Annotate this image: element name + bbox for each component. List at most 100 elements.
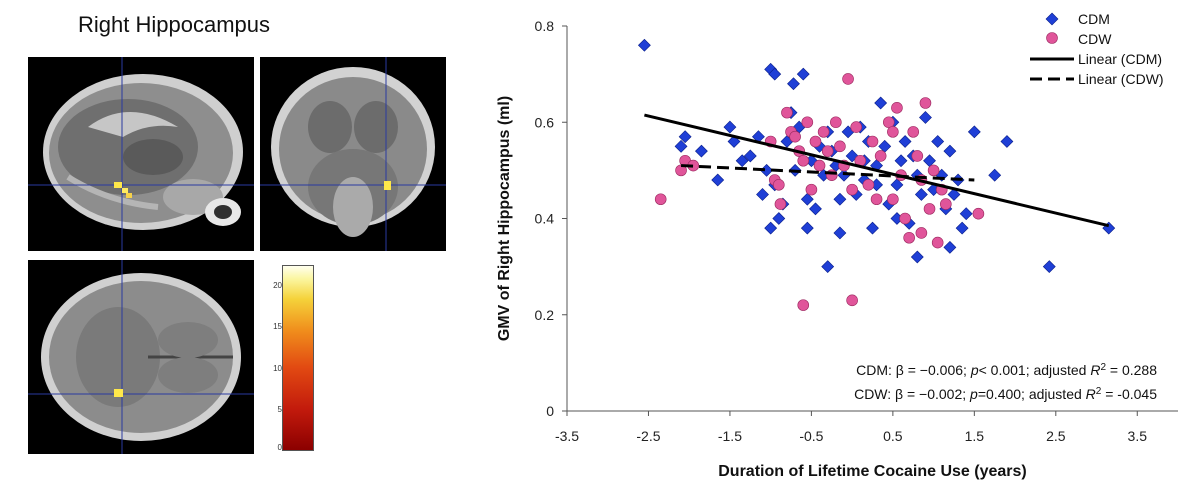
cdm-point — [772, 212, 786, 225]
cdm-point — [637, 38, 651, 52]
cdw-point — [919, 97, 932, 109]
cdm-point — [833, 226, 847, 240]
cdw-point — [874, 150, 887, 162]
cdm-point — [955, 221, 969, 235]
cdm-point — [874, 96, 888, 110]
cdm-point — [866, 221, 879, 235]
cdw-point — [927, 164, 940, 177]
cdw-point — [797, 299, 810, 311]
cdm-point — [796, 67, 810, 81]
cdm-point — [694, 144, 708, 158]
scatter-chart: 0 0.2 0.4 0.6 0.8 -3.5 -2.5 -1.5 -0.5 0.5 1.5 2.5 3.… — [496, 11, 1178, 480]
cdm-point — [723, 120, 737, 134]
cdm-point — [988, 168, 1002, 182]
x-tick-label: 1.5 — [965, 428, 985, 444]
x-axis-label: Duration of Lifetime Cocaine Use (years) — [718, 463, 1027, 480]
legend-cdm-fit-label: Linear (CDM) — [1078, 51, 1162, 67]
y-tick-label: 0.8 — [535, 18, 555, 34]
cdw-point — [846, 183, 858, 196]
cdw-point — [866, 135, 879, 148]
cdw-point — [773, 179, 785, 191]
cdm-point — [711, 173, 725, 187]
cdm-point — [800, 192, 814, 206]
legend-cdw-fit-label: Linear (CDW) — [1078, 71, 1164, 87]
cdw-point — [809, 135, 822, 148]
cdm-point — [1042, 260, 1056, 274]
colorbar-tick-label: 20 — [273, 281, 282, 290]
cdw-point — [972, 207, 985, 220]
cdw-point — [862, 179, 875, 191]
cdm-point — [809, 202, 822, 216]
y-tick-label: 0.6 — [535, 114, 555, 130]
cdw-point — [834, 140, 846, 153]
cdm-point — [735, 154, 749, 168]
colorbar-tick-label: 15 — [273, 322, 282, 331]
stats-annotation: CDW: β = −0.002; p=0.400; adjusted R2 = … — [854, 386, 1157, 403]
cdm-point — [764, 221, 778, 235]
x-tick-label: -3.5 — [555, 428, 579, 444]
cdm-point — [894, 154, 908, 168]
cdm-point — [821, 260, 835, 274]
x-tick-label: 3.5 — [1128, 428, 1148, 444]
cdw-point — [931, 236, 944, 249]
cdw-point — [774, 198, 787, 210]
legend-cdm-label: CDM — [1078, 11, 1110, 27]
x-tick-label: -1.5 — [718, 428, 742, 444]
legend-cdw-label: CDW — [1078, 31, 1112, 47]
cdw-point — [940, 198, 952, 210]
cdw-point — [801, 116, 814, 129]
y-tick-label: 0.2 — [535, 307, 555, 323]
cdm-point — [914, 188, 928, 201]
cdw-point — [887, 193, 899, 206]
y-axis-label: GMV of Right Hippocampus (ml) — [496, 96, 513, 341]
colorbar-tick-label: 5 — [277, 405, 282, 414]
cdw-point — [870, 193, 883, 206]
cdm-point — [756, 188, 769, 201]
cdw-point — [923, 203, 936, 215]
cdw-point — [850, 121, 863, 133]
axial-slice-image — [28, 260, 254, 454]
cdm-point — [833, 192, 847, 206]
cdm-point — [890, 178, 904, 192]
colorbar — [282, 265, 314, 451]
cdm-point — [845, 149, 859, 163]
legend-cdw-marker — [1046, 32, 1058, 44]
cdm-fit-line — [644, 113, 1110, 228]
cdw-point — [915, 227, 928, 239]
cdw-point — [830, 116, 842, 129]
x-tick-label: -0.5 — [799, 428, 823, 444]
x-tick-label: -2.5 — [636, 428, 660, 444]
y-tick-label: 0 — [546, 403, 554, 419]
cdm-point — [787, 77, 800, 91]
cdm-point — [898, 135, 912, 148]
cdw-point — [654, 193, 667, 206]
cdw-fit-line — [680, 164, 975, 182]
cdm-point — [947, 188, 961, 201]
cdw-point — [821, 145, 834, 157]
cdw-point — [789, 130, 801, 143]
cdw-point — [899, 212, 911, 225]
cdm-point — [931, 135, 945, 148]
cdw-point — [907, 126, 920, 138]
cdw-point — [805, 183, 818, 196]
cdw-point — [842, 73, 854, 85]
legend-cdm-marker — [1045, 12, 1059, 26]
panel-title: Right Hippocampus — [78, 12, 270, 37]
y-tick-label: 0.4 — [535, 211, 555, 227]
cdw-point — [911, 150, 924, 162]
cdw-point — [781, 106, 793, 119]
cdm-point — [800, 221, 814, 235]
x-tick-label: 2.5 — [1046, 428, 1066, 444]
cdm-point — [943, 240, 957, 254]
cdw-point — [817, 126, 830, 138]
cdw-point — [887, 126, 899, 138]
cdw-point — [813, 159, 826, 172]
cdm-point — [959, 207, 973, 221]
cdm-point — [743, 149, 757, 163]
cdm-point — [967, 125, 981, 139]
cdw-point — [797, 154, 810, 167]
cdw-point — [903, 231, 915, 244]
colorbar-tick-label: 0 — [277, 443, 282, 452]
cdw-point — [846, 294, 858, 307]
cdw-point — [891, 102, 903, 114]
